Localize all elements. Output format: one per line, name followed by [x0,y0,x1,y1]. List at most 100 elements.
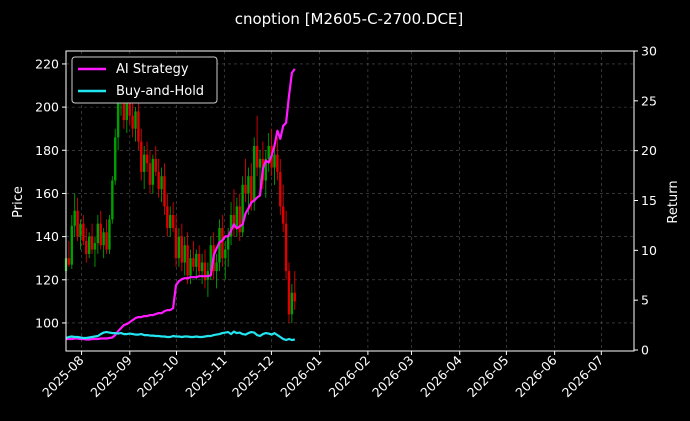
legend: AI Strategy Buy-and-Hold [71,56,218,104]
candle-body [264,158,267,181]
candle-body [255,145,259,168]
candle-body [93,243,97,250]
candle-body [183,245,186,263]
candle-body [105,232,108,250]
candle-body [186,245,189,276]
candle-body [90,236,94,250]
candle-body [96,223,100,244]
y-right-tick-label: 20 [641,143,657,158]
y-left-tick-label: 180 [35,143,59,158]
x-tick-label: 2025-09 [87,352,135,400]
candle-body [293,292,296,302]
candle-body [151,158,155,185]
candle-body [279,171,282,207]
candle-body [232,215,236,228]
candle-body [244,184,247,194]
right-axis-label: Return [666,180,681,223]
candle-body [125,98,129,121]
candle-body [209,245,212,272]
candle-body [290,292,294,315]
left-axis-ticks: 100 120 140 160 180 200 220 [35,56,66,330]
y-left-tick-label: 200 [35,100,59,115]
y-left-tick-label: 140 [35,229,59,244]
x-tick-label: 2026-02 [325,353,373,401]
candle-body [281,206,285,224]
candle-body [253,145,256,203]
candle-body [166,206,169,228]
x-tick-label: 2025-11 [182,353,230,401]
candle-body [171,215,175,228]
candle-body [157,171,160,190]
candle-body [128,98,131,116]
y-left-tick-label: 120 [35,272,59,287]
candle-body [145,154,149,164]
candle-body [174,227,178,259]
candle-body [114,137,117,181]
candle-body [70,225,73,265]
x-tick-label: 2026-01 [277,353,325,401]
candle-body [137,111,140,142]
candle-body [226,236,230,250]
y-left-tick-label: 220 [35,56,59,71]
candle-body [180,236,184,263]
candle-body [192,258,195,267]
candle-body [76,210,79,237]
candle-body [229,215,233,237]
x-tick-label: 2026-06 [512,352,560,400]
y-right-tick-label: 10 [641,243,657,258]
candle-body [189,258,192,276]
candle-body [73,210,76,226]
legend-box [71,56,218,104]
candle-body [200,262,204,272]
x-tick-label: 2025-12 [229,353,277,401]
y-right-tick-label: 0 [641,343,649,358]
candle-body [169,215,172,228]
candle-body [221,227,224,259]
legend-label-ai-strategy: AI Strategy [116,62,189,77]
candle-body [142,154,146,172]
candle-body [131,115,134,129]
y-left-tick-label: 160 [35,186,59,201]
candle-body [258,158,262,168]
x-tick-label: 2025-08 [39,352,87,400]
x-tick-label: 2026-05 [464,353,512,401]
legend-label-buy-and-hold: Buy-and-Hold [116,84,204,99]
candle-body [154,158,157,172]
y-left-tick-label: 100 [35,315,59,330]
candle-body [99,223,102,246]
y-right-tick-label: 25 [641,93,657,108]
x-tick-label: 2025-10 [134,352,182,400]
candle-body [67,258,71,265]
candle-body [163,176,166,207]
candle-body [116,102,120,138]
y-right-tick-label: 30 [641,44,657,59]
candle-body [108,219,111,250]
candle-body [241,184,244,233]
x-tick-label: 2026-04 [417,352,465,400]
candle-body [111,180,114,220]
candle-body [203,262,207,280]
candle-body [140,141,143,172]
candle-body [273,154,276,168]
series-lines [65,68,296,342]
candle-body [235,206,239,228]
y-right-tick-label: 5 [641,293,649,308]
candle-body [82,223,85,241]
right-axis-ticks: 0 5 10 15 20 25 30 [634,44,657,358]
buy-and-hold-line [65,330,295,342]
x-tick-label: 2026-07 [559,353,607,401]
candle-body [287,271,291,315]
candle-body [247,176,250,194]
candle-body [267,145,270,159]
candle-body [197,253,201,272]
ai-strategy-line [66,68,296,341]
candle-body [79,223,82,237]
candle-body [87,236,91,254]
chart-title: cnoption [M2605-C-2700.DCE] [235,10,464,28]
x-tick-label: 2026-03 [369,353,417,401]
candle-body [276,154,279,172]
candle-body [134,111,137,129]
candle-body [148,163,152,185]
candle-body [250,176,253,203]
